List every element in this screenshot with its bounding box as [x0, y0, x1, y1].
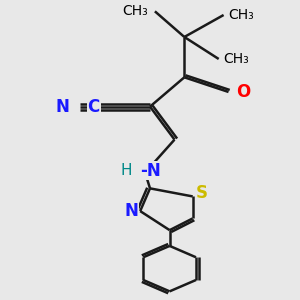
Text: N: N	[55, 98, 69, 116]
Text: -N: -N	[140, 162, 161, 180]
Text: S: S	[196, 184, 208, 202]
Text: O: O	[236, 83, 250, 101]
Text: CH₃: CH₃	[122, 4, 148, 18]
Text: N: N	[124, 202, 138, 220]
Text: H: H	[121, 163, 132, 178]
Text: CH₃: CH₃	[229, 8, 254, 22]
Text: CH₃: CH₃	[224, 52, 249, 66]
Text: C: C	[87, 98, 100, 116]
